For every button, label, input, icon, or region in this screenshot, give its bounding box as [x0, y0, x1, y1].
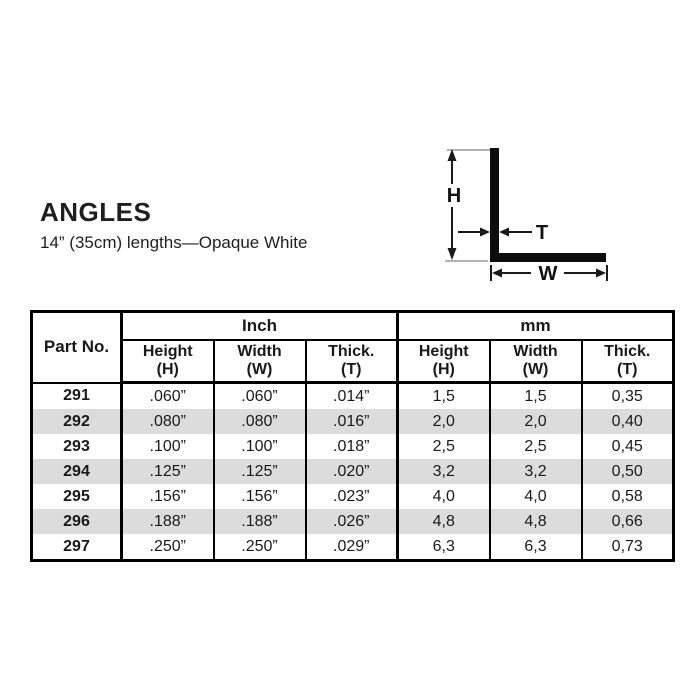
angle-cross-section-diagram: H T W [445, 148, 608, 285]
table-row: 293.100” .100” .018” 2,5 2,5 0,45 [31, 434, 674, 459]
col-header-part-no: Part No. [31, 311, 123, 384]
value-cell: 0,66 [580, 509, 674, 534]
part-no-cell: 294 [31, 459, 123, 484]
value-cell: 4,8 [488, 509, 582, 534]
value-cell: 3,2 [488, 459, 582, 484]
table-row: 297.250” .250” .029” 6,3 6,3 0,73 [31, 534, 674, 561]
value-cell: .029” [304, 534, 398, 561]
value-cell: 4,8 [396, 509, 490, 534]
value-cell: 6,3 [488, 534, 582, 561]
arrow-right-icon [480, 227, 490, 237]
width-dimension-label: W [539, 263, 558, 285]
arrow-right-icon [596, 268, 606, 278]
value-cell: .188” [120, 509, 214, 534]
value-cell: .023” [304, 484, 398, 509]
value-cell: .100” [212, 434, 306, 459]
col-group-mm: mm [396, 311, 674, 341]
page-title: ANGLES [40, 197, 152, 227]
value-cell: .016” [304, 409, 398, 434]
value-cell: 0,50 [580, 459, 674, 484]
part-no-cell: 293 [31, 434, 123, 459]
value-cell: 4,0 [396, 484, 490, 509]
width-dimension-arrow [490, 265, 608, 281]
table-row: 295.156” .156” .023” 4,0 4,0 0,58 [31, 484, 674, 509]
value-cell: .250” [120, 534, 214, 561]
value-cell: 0,45 [580, 434, 674, 459]
value-cell: .156” [120, 484, 214, 509]
value-cell: 0,73 [580, 534, 674, 561]
value-cell: 0,58 [580, 484, 674, 509]
angle-profile-shape [490, 148, 606, 262]
part-no-cell: 297 [31, 534, 123, 561]
arrow-left-icon [499, 227, 509, 237]
value-cell: 2,0 [488, 409, 582, 434]
value-cell: .060” [120, 382, 214, 409]
table-row: 294.125” .125” .020” 3,2 3,2 0,50 [31, 459, 674, 484]
spec-table-header: Part No. Inch mm Height (H) Width (W) Th… [31, 311, 674, 384]
part-no-cell: 295 [31, 484, 123, 509]
value-cell: 1,5 [488, 382, 582, 409]
title-block: ANGLES 14” (35cm) lengths—Opaque White [40, 197, 307, 253]
spec-table: Part No. Inch mm Height (H) Width (W) Th… [30, 310, 675, 562]
value-cell: .018” [304, 434, 398, 459]
col-header-inch-height: Height (H) [120, 340, 214, 384]
value-cell: 0,35 [580, 382, 674, 409]
value-cell: 0,40 [580, 409, 674, 434]
spec-table-body: 291.060” .060” .014” 1,5 1,5 0,35 292.080” .080… [31, 382, 674, 561]
value-cell: .026” [304, 509, 398, 534]
part-no-cell: 296 [31, 509, 123, 534]
value-cell: 2,5 [488, 434, 582, 459]
arrow-down-icon [447, 248, 457, 260]
col-group-inch: Inch [120, 311, 398, 341]
table-row: 296.188” .188” .026” 4,8 4,8 0,66 [31, 509, 674, 534]
page-subtitle: 14” (35cm) lengths—Opaque White [40, 233, 308, 252]
value-cell: .250” [212, 534, 306, 561]
arrow-left-icon [492, 268, 502, 278]
value-cell: 3,2 [396, 459, 490, 484]
col-header-inch-thick: Thick. (T) [304, 340, 398, 384]
col-header-inch-width: Width (W) [212, 340, 306, 384]
height-dimension-arrow [447, 149, 457, 260]
value-cell: .156” [212, 484, 306, 509]
part-no-cell: 292 [31, 409, 123, 434]
height-dimension-label: H [447, 185, 461, 207]
value-cell: .100” [120, 434, 214, 459]
value-cell: 6,3 [396, 534, 490, 561]
thickness-dimension-label: T [536, 222, 548, 244]
value-cell: .020” [304, 459, 398, 484]
value-cell: .080” [120, 409, 214, 434]
col-header-mm-width: Width (W) [488, 340, 582, 384]
value-cell: .060” [212, 382, 306, 409]
arrow-up-icon [447, 149, 457, 161]
value-cell: .080” [212, 409, 306, 434]
table-row: 291.060” .060” .014” 1,5 1,5 0,35 [31, 382, 674, 409]
value-cell: 4,0 [488, 484, 582, 509]
part-no-cell: 291 [31, 382, 123, 409]
value-cell: .125” [120, 459, 214, 484]
col-header-mm-height: Height (H) [396, 340, 490, 384]
col-header-mm-thick: Thick. (T) [580, 340, 674, 384]
value-cell: 2,5 [396, 434, 490, 459]
value-cell: 2,0 [396, 409, 490, 434]
thickness-dimension-arrows [458, 227, 532, 237]
table-row: 292.080” .080” .016” 2,0 2,0 0,40 [31, 409, 674, 434]
value-cell: .188” [212, 509, 306, 534]
value-cell: .014” [304, 382, 398, 409]
value-cell: 1,5 [396, 382, 490, 409]
value-cell: .125” [212, 459, 306, 484]
